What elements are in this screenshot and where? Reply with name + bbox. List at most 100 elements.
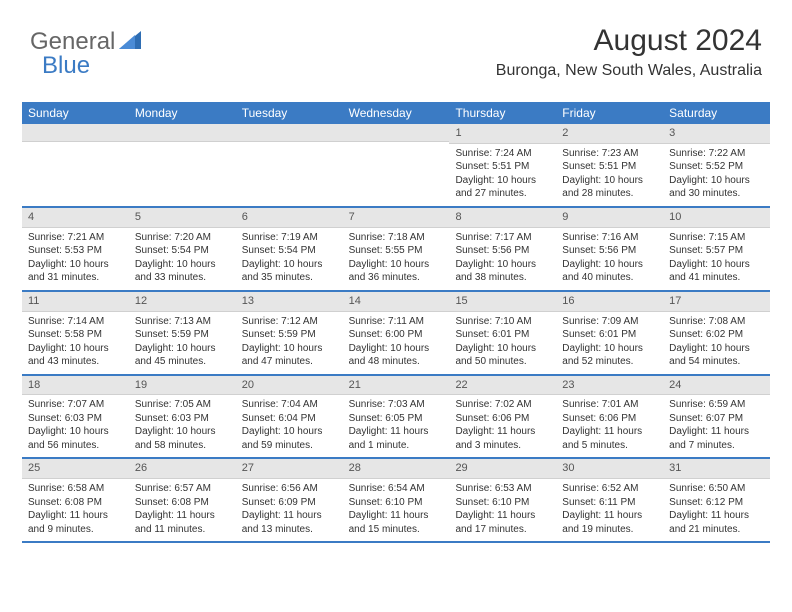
calendar-day-cell [236, 124, 343, 206]
day-number [22, 124, 129, 142]
day-detail-line: Daylight: 10 hours [349, 258, 444, 272]
day-detail-line: Sunset: 6:08 PM [135, 496, 230, 510]
day-detail-line: Sunset: 5:52 PM [669, 160, 764, 174]
day-detail-line: Daylight: 10 hours [562, 258, 657, 272]
day-detail-line: Sunset: 6:06 PM [455, 412, 550, 426]
location-subtitle: Buronga, New South Wales, Australia [496, 62, 762, 80]
day-detail: Sunrise: 7:22 AMSunset: 5:52 PMDaylight:… [663, 144, 770, 206]
day-detail [22, 142, 129, 202]
weekday-header: Friday [556, 102, 663, 124]
page-header: August 2024 Buronga, New South Wales, Au… [496, 24, 762, 80]
day-number: 2 [556, 124, 663, 144]
calendar-day-cell: 11Sunrise: 7:14 AMSunset: 5:58 PMDayligh… [22, 292, 129, 374]
day-detail: Sunrise: 6:58 AMSunset: 6:08 PMDaylight:… [22, 479, 129, 541]
calendar-day-cell: 29Sunrise: 6:53 AMSunset: 6:10 PMDayligh… [449, 459, 556, 541]
day-detail-line: and 35 minutes. [242, 271, 337, 285]
day-detail-line: and 52 minutes. [562, 355, 657, 369]
day-number: 1 [449, 124, 556, 144]
calendar-day-cell: 7Sunrise: 7:18 AMSunset: 5:55 PMDaylight… [343, 208, 450, 290]
day-detail: Sunrise: 7:23 AMSunset: 5:51 PMDaylight:… [556, 144, 663, 206]
day-detail-line: Daylight: 11 hours [242, 509, 337, 523]
calendar-day-cell: 16Sunrise: 7:09 AMSunset: 6:01 PMDayligh… [556, 292, 663, 374]
day-detail-line: Sunrise: 7:16 AM [562, 231, 657, 245]
day-detail-line: Daylight: 11 hours [562, 509, 657, 523]
day-detail-line: and 30 minutes. [669, 187, 764, 201]
day-detail [236, 142, 343, 202]
day-detail-line: Daylight: 10 hours [562, 174, 657, 188]
day-detail-line: Sunrise: 7:13 AM [135, 315, 230, 329]
day-detail-line: Daylight: 10 hours [242, 342, 337, 356]
calendar-week-row: 25Sunrise: 6:58 AMSunset: 6:08 PMDayligh… [22, 459, 770, 543]
day-detail-line: and 56 minutes. [28, 439, 123, 453]
day-detail-line: Sunset: 6:06 PM [562, 412, 657, 426]
logo-text-blue-wrap: Blue [42, 52, 90, 80]
day-number: 26 [129, 459, 236, 479]
day-detail-line: Daylight: 10 hours [135, 425, 230, 439]
day-detail: Sunrise: 6:53 AMSunset: 6:10 PMDaylight:… [449, 479, 556, 541]
day-detail-line: Daylight: 11 hours [135, 509, 230, 523]
day-detail-line: Daylight: 11 hours [669, 509, 764, 523]
weekday-header: Saturday [663, 102, 770, 124]
day-detail-line: Daylight: 10 hours [669, 342, 764, 356]
day-detail-line: Sunset: 6:07 PM [669, 412, 764, 426]
day-number: 10 [663, 208, 770, 228]
day-detail-line: Sunrise: 6:58 AM [28, 482, 123, 496]
day-number: 13 [236, 292, 343, 312]
logo-triangle-icon [119, 28, 141, 56]
day-detail-line: and 33 minutes. [135, 271, 230, 285]
day-detail-line: Sunset: 6:01 PM [455, 328, 550, 342]
day-detail-line: Sunset: 6:10 PM [455, 496, 550, 510]
day-detail-line: and 7 minutes. [669, 439, 764, 453]
day-detail: Sunrise: 7:13 AMSunset: 5:59 PMDaylight:… [129, 312, 236, 374]
day-detail-line: and 36 minutes. [349, 271, 444, 285]
day-detail-line: Sunrise: 7:02 AM [455, 398, 550, 412]
day-detail-line: Sunset: 5:51 PM [562, 160, 657, 174]
day-number: 20 [236, 376, 343, 396]
day-detail: Sunrise: 7:09 AMSunset: 6:01 PMDaylight:… [556, 312, 663, 374]
day-detail: Sunrise: 6:50 AMSunset: 6:12 PMDaylight:… [663, 479, 770, 541]
day-detail-line: and 28 minutes. [562, 187, 657, 201]
day-detail-line: and 41 minutes. [669, 271, 764, 285]
calendar-week-row: 11Sunrise: 7:14 AMSunset: 5:58 PMDayligh… [22, 292, 770, 376]
day-number: 28 [343, 459, 450, 479]
weekday-header: Monday [129, 102, 236, 124]
day-detail-line: Sunrise: 7:09 AM [562, 315, 657, 329]
day-number: 30 [556, 459, 663, 479]
day-detail-line: Sunrise: 7:12 AM [242, 315, 337, 329]
day-detail-line: and 58 minutes. [135, 439, 230, 453]
day-detail: Sunrise: 6:52 AMSunset: 6:11 PMDaylight:… [556, 479, 663, 541]
day-number: 4 [22, 208, 129, 228]
calendar-day-cell: 15Sunrise: 7:10 AMSunset: 6:01 PMDayligh… [449, 292, 556, 374]
day-detail-line: Sunset: 6:12 PM [669, 496, 764, 510]
day-number: 21 [343, 376, 450, 396]
day-detail-line: Sunrise: 7:08 AM [669, 315, 764, 329]
day-detail: Sunrise: 7:24 AMSunset: 5:51 PMDaylight:… [449, 144, 556, 206]
day-detail-line: Sunset: 6:09 PM [242, 496, 337, 510]
day-number: 18 [22, 376, 129, 396]
day-detail-line: Daylight: 10 hours [28, 425, 123, 439]
day-detail-line: Sunset: 6:03 PM [135, 412, 230, 426]
day-detail: Sunrise: 7:10 AMSunset: 6:01 PMDaylight:… [449, 312, 556, 374]
day-detail-line: Daylight: 10 hours [455, 174, 550, 188]
day-detail-line: and 19 minutes. [562, 523, 657, 537]
day-detail-line: Daylight: 10 hours [28, 342, 123, 356]
day-detail: Sunrise: 6:59 AMSunset: 6:07 PMDaylight:… [663, 395, 770, 457]
day-detail-line: Sunset: 6:11 PM [562, 496, 657, 510]
day-detail-line: Sunrise: 7:24 AM [455, 147, 550, 161]
day-detail-line: and 47 minutes. [242, 355, 337, 369]
day-detail-line: Sunrise: 7:21 AM [28, 231, 123, 245]
day-detail-line: Daylight: 10 hours [669, 174, 764, 188]
day-number: 23 [556, 376, 663, 396]
calendar-day-cell: 1Sunrise: 7:24 AMSunset: 5:51 PMDaylight… [449, 124, 556, 206]
day-detail-line: Sunrise: 6:56 AM [242, 482, 337, 496]
day-number [129, 124, 236, 142]
day-detail-line: Daylight: 10 hours [242, 425, 337, 439]
day-detail-line: Sunrise: 7:18 AM [349, 231, 444, 245]
calendar-day-cell: 24Sunrise: 6:59 AMSunset: 6:07 PMDayligh… [663, 376, 770, 458]
day-detail-line: Daylight: 10 hours [28, 258, 123, 272]
calendar-day-cell: 14Sunrise: 7:11 AMSunset: 6:00 PMDayligh… [343, 292, 450, 374]
day-detail-line: Sunrise: 7:22 AM [669, 147, 764, 161]
calendar-grid: Sunday Monday Tuesday Wednesday Thursday… [22, 102, 770, 543]
weekday-header-row: Sunday Monday Tuesday Wednesday Thursday… [22, 102, 770, 124]
day-number: 22 [449, 376, 556, 396]
